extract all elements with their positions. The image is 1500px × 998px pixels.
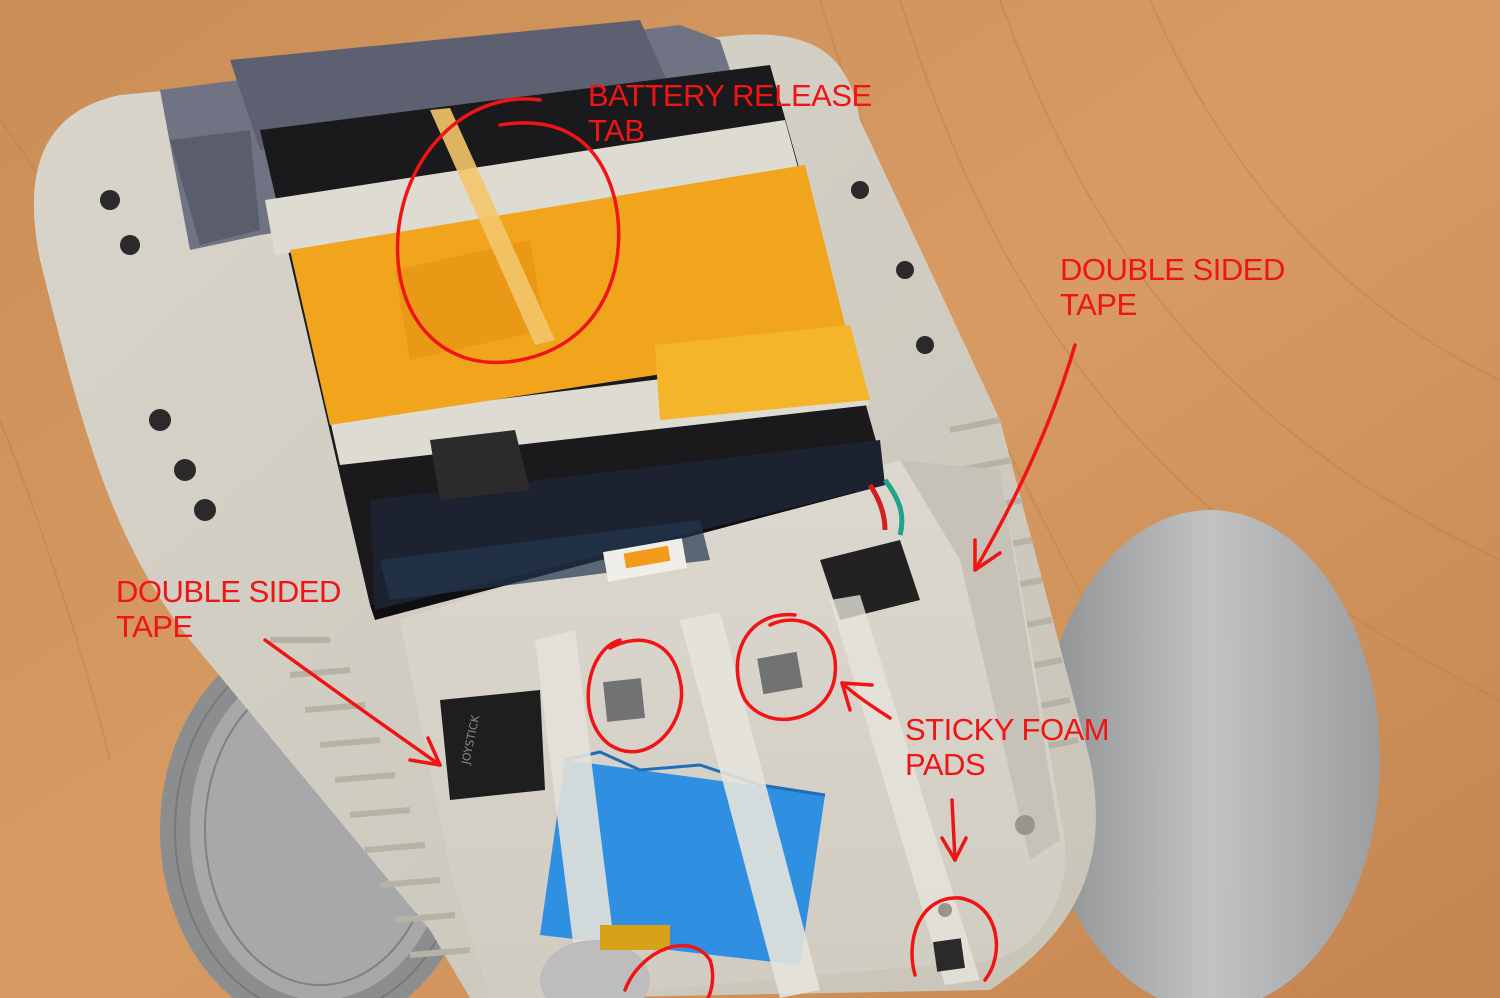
annotation-tape-right-line2: TAPE (1060, 287, 1137, 322)
foam-pad-bottom-circle (910, 896, 999, 982)
annotation-battery-line1: BATTERY RELEASE (588, 78, 872, 113)
foam-mid-arrow (840, 681, 892, 720)
annotation-marks (263, 97, 1077, 998)
well-screw-holes (938, 815, 1035, 917)
annotation-double-sided-tape-left: DOUBLE SIDED TAPE (116, 574, 341, 644)
annotation-foam-line2: PADS (905, 747, 986, 782)
annotation-foam-line1: STICKY FOAM (905, 712, 1110, 747)
foam-pad-left-circle (586, 638, 684, 754)
annotation-tape-left-line1: DOUBLE SIDED (116, 574, 341, 609)
shell-holes (100, 181, 934, 521)
annotation-battery-line2: TAB (588, 113, 645, 148)
right-tape-arrow (973, 343, 1077, 572)
foam-pad-mid-circle (735, 613, 838, 722)
foam-pad-left (603, 678, 645, 722)
annotation-battery-release-tab: BATTERY RELEASE TAB (588, 78, 872, 148)
foam-pad-bottom (933, 938, 965, 972)
battery-tab-circle (395, 97, 621, 365)
left-tape-arrow (263, 638, 442, 767)
annotation-tape-right-line1: DOUBLE SIDED (1060, 252, 1285, 287)
annotation-tape-left-line2: TAPE (116, 609, 193, 644)
battery-release-tab (430, 108, 555, 345)
annotation-sticky-foam-pads: STICKY FOAM PADS (905, 712, 1110, 782)
speaker-circle (623, 943, 715, 998)
annotation-double-sided-tape-right: DOUBLE SIDED TAPE (1060, 252, 1285, 322)
foam-bottom-arrow (950, 798, 957, 862)
foam-pad-mid (757, 651, 803, 695)
